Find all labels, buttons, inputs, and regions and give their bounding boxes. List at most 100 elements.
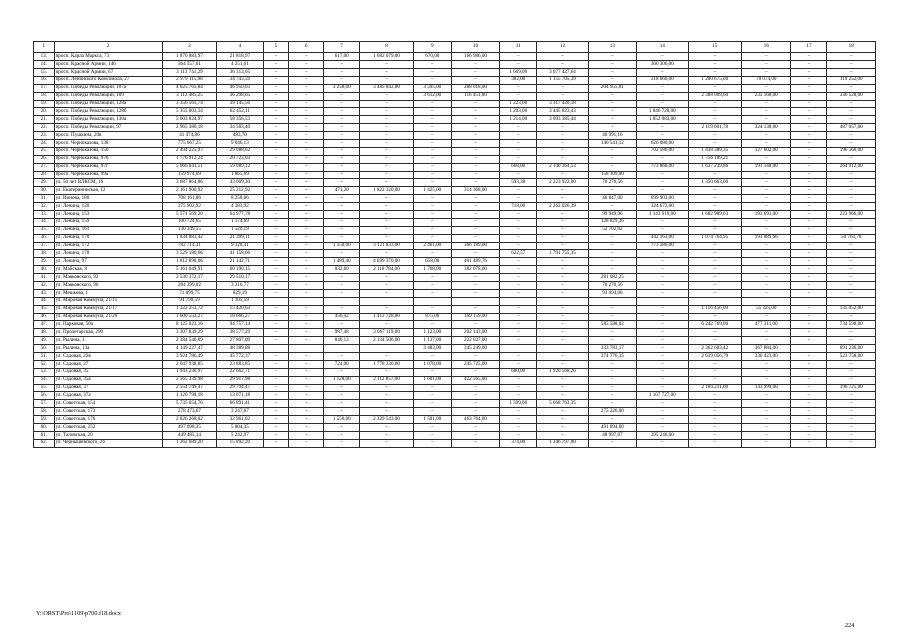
table-row[interactable]: 62. ул. Чернышевского, 26 1 362 689,20 15 8… bbox=[33, 438, 876, 448]
table-row[interactable]: 59. ул. Советская, 176 2 826 268,02 32 961,… bbox=[33, 415, 876, 425]
table-row[interactable]: 20. просп. Победы Революции, 128б 5 355 00… bbox=[33, 107, 876, 117]
table-row[interactable]: 39. ул. Ленина, 97 1 812 898,06 21 142,71– –… bbox=[33, 257, 876, 267]
value-cell-col18: 223 966,00 bbox=[826, 210, 876, 219]
table-row[interactable]: 29. ул. 50 лет ВЛКСМ, 16 3 687 864,86 43 00… bbox=[33, 178, 876, 188]
table-row[interactable]: 13. просп. Карла Маркса, 73 1 870 883,97 21… bbox=[33, 52, 876, 62]
table-row[interactable]: 32. ул. Ленина, 120 375 902,92 4 383,92– – – –… bbox=[33, 202, 876, 211]
table-row[interactable]: 50. ул. Рылина, 13а 4 149 227,47 48 389,88 3… bbox=[33, 344, 876, 354]
table-row[interactable]: 23. просп. Пушкина, 20в 41 474,86 483,70– – –… bbox=[33, 131, 876, 140]
value-cell-col3: 4 025 765,84 bbox=[161, 83, 218, 93]
value-cell-col11: – bbox=[499, 210, 538, 219]
table-row[interactable]: 46. ул. Мировая Коммуна, 21/20 1 600 553,2… bbox=[33, 312, 876, 322]
address-cell: ул. Садовая, 37 bbox=[53, 383, 163, 393]
table-row[interactable]: 17. просп. Победы Революции, 107а 4 025 76… bbox=[33, 83, 876, 93]
value-cell-col17: – bbox=[790, 328, 828, 338]
table-row[interactable]: 55. ул. Садовая, 37 2 554 749,47 29 794,47–… bbox=[33, 383, 876, 393]
value-cell-col9: 1 123,00 bbox=[412, 328, 452, 338]
table-row[interactable]: 30. ул. Екатерининская, 12 2 161 900,92 25 … bbox=[33, 186, 876, 196]
table-row[interactable]: 47. ул. Парковая, 50а 8 125 023,16 94 757,1… bbox=[33, 320, 876, 330]
table-row[interactable]: 52. ул. Садовая, 27 2 047 938,85 23 883,85–… bbox=[33, 359, 876, 369]
value-cell-col6: – bbox=[288, 423, 325, 432]
value-cell-col15: – bbox=[687, 430, 743, 440]
value-cell-col13: – bbox=[587, 67, 638, 77]
table-row[interactable]: 41. ул. Маяковского, 92 2 530 372,17 29 510… bbox=[33, 273, 876, 283]
row-index: 25. bbox=[33, 146, 55, 156]
table-row[interactable]: 16. просп. Ленинского Комсомола, 27 2 979 … bbox=[33, 75, 876, 85]
address-cell: просп. Красной Армии, 146 bbox=[53, 60, 163, 69]
table-row[interactable]: 28. просп. Черноказова, 99а 159 974,69 1 86… bbox=[33, 170, 876, 180]
table-row[interactable]: 51. ул. Садовая, 22в 3 924 786,49 45 772,37… bbox=[33, 352, 876, 361]
value-cell-col5: – bbox=[262, 138, 290, 148]
value-cell-col17: – bbox=[790, 233, 828, 243]
value-cell-col16: – bbox=[741, 407, 792, 417]
table-row[interactable]: 48. ул. Пролетарская, 290 3 307 839,29 38 5… bbox=[33, 328, 876, 338]
value-cell-col6: – bbox=[288, 186, 325, 196]
value-cell-col3: 71 099,75 bbox=[161, 288, 218, 298]
table-row[interactable]: 53. ул. Садовая, 35 1 943 230,97 22 662,71–… bbox=[33, 367, 876, 377]
value-cell-col16: – bbox=[741, 328, 792, 338]
value-cell-col8: – bbox=[359, 123, 414, 133]
value-cell-col6: – bbox=[288, 67, 325, 77]
value-cell-col6: – bbox=[288, 328, 325, 338]
value-cell-col12: 5 668 763,35 bbox=[536, 399, 589, 409]
table-row[interactable]: 19. просп. Победы Революции, 128а 3 356 56… bbox=[33, 99, 876, 109]
value-cell-col12: – bbox=[536, 391, 589, 401]
value-cell-col4: 5 804,35 bbox=[216, 423, 264, 432]
value-cell-col14: 395 246,00 bbox=[636, 430, 689, 440]
table-row[interactable]: 36. ул. Ленина, 170 1 834 883,42 21 399,11–… bbox=[33, 233, 876, 243]
value-cell-col17: – bbox=[790, 67, 828, 77]
table-row[interactable]: 25. просп. Черноказова, 150 2 494 225,97 29… bbox=[33, 146, 876, 156]
table-row[interactable]: 43. ул. Мешкова, 1 71 099,75 829,19– – – – – – – –… bbox=[33, 288, 876, 298]
table-row[interactable]: 44. ул. Мировая Коммуна, 21/15 94 799,59 1 … bbox=[33, 296, 876, 306]
table-row[interactable]: 42. ул. Маяковского, 96 284 399,02 3 316,77… bbox=[33, 281, 876, 290]
value-cell-col13: – bbox=[587, 383, 638, 393]
value-cell-col8: – bbox=[359, 170, 414, 180]
table-row[interactable]: 18. просп. Победы Революции, 109 3 112 485… bbox=[33, 91, 876, 101]
value-cell-col5: – bbox=[262, 162, 290, 172]
table-row[interactable]: 57. ул. Советская, 154 5 735 654,76 66 891,… bbox=[33, 399, 876, 409]
table-row[interactable]: 38. ул. Ленина, 178 3 529 180,66 41 158,66–… bbox=[33, 249, 876, 259]
value-cell-col5: – bbox=[262, 367, 290, 377]
table-row[interactable]: 15. просп. Красной Армии, 67 3 113 741,29 3… bbox=[33, 67, 876, 77]
table-row[interactable]: 31. ул. Ионова, 180 708 161,86 8 258,86– – – –… bbox=[33, 194, 876, 204]
value-cell-col18: – bbox=[826, 178, 876, 188]
table-row[interactable]: 60. ул. Советская, 252 497 698,35 5 804,35–… bbox=[33, 423, 876, 432]
data-table: 1 2 3 4 5 6 7 8 9 10 11 12 13 14 15 16 17 18 13. просп. Кар… bbox=[33, 40, 876, 448]
value-cell-col17: – bbox=[790, 415, 828, 425]
value-cell-col12: – bbox=[536, 91, 589, 101]
table-row[interactable]: 54. ул. Садовая, 35а 2 565 339,98 29 917,98… bbox=[33, 375, 876, 385]
value-cell-col18: 691 236,00 bbox=[826, 344, 876, 354]
table-row[interactable]: 61. ул. Таловская, 20 449 485,14 5 242,07– –… bbox=[33, 430, 876, 440]
table-row[interactable]: 21. просп. Победы Революции, 130а 5 003 82… bbox=[33, 115, 876, 125]
row-index: 53. bbox=[33, 367, 55, 377]
value-cell-col10: 463 764,00 bbox=[450, 415, 501, 425]
table-row[interactable]: 26. просп. Черноказова, 97б 1 776 912,24 20… bbox=[33, 154, 876, 164]
table-row[interactable]: 45. ул. Мировая Коммуна, 21/17 1 322 253,7… bbox=[33, 304, 876, 314]
value-cell-col18: – bbox=[826, 312, 876, 322]
value-cell-col14: – bbox=[636, 99, 689, 109]
value-cell-col16: – bbox=[741, 154, 792, 164]
table-row[interactable]: 58. ул. Советская, 173 278 473,67 3 247,67–… bbox=[33, 407, 876, 417]
address-cell: ул. Рылина, 1 bbox=[53, 336, 163, 346]
table-row[interactable]: 27. просп. Черноказова, 97г 5 066 641,51 59… bbox=[33, 162, 876, 172]
address-cell: ул. Ленина, 159 bbox=[53, 217, 163, 227]
table-row[interactable]: 33. ул. Ленина, 153 5 571 569,20 64 977,78–… bbox=[33, 210, 876, 219]
table-row[interactable]: 24. просп. Черноказова, 138 775 667,25 9 04… bbox=[33, 138, 876, 148]
value-cell-col16: – bbox=[741, 138, 792, 148]
value-cell-col4: 46 950,03 bbox=[216, 83, 264, 93]
table-row[interactable]: 56. ул. Садовая, 37а 1 120 798,18 13 071,18… bbox=[33, 391, 876, 401]
table-row[interactable]: 37. ул. Ленина, 172 782 714,31 9 128,31– –1 … bbox=[33, 241, 876, 251]
table-row[interactable]: 22. просп. Победы Революции, 97 2 965 380,… bbox=[33, 123, 876, 133]
value-cell-col7: – bbox=[323, 107, 361, 117]
value-cell-col16: – bbox=[741, 225, 792, 235]
table-row[interactable]: 14. просп. Красной Армии, 146 364 557,61 4 … bbox=[33, 60, 876, 69]
value-cell-col9: – bbox=[412, 407, 452, 417]
value-cell-col6: – bbox=[288, 367, 325, 377]
table-row[interactable]: 34. ул. Ленина, 159 100 724,65 1 174,69– – – –… bbox=[33, 217, 876, 227]
row-index: 60. bbox=[33, 423, 55, 432]
value-cell-col18: – bbox=[826, 399, 876, 409]
value-cell-col18: – bbox=[826, 273, 876, 283]
table-row[interactable]: 35. ул. Ленина, 161 130 349,55 1 520,19– – – –… bbox=[33, 225, 876, 235]
